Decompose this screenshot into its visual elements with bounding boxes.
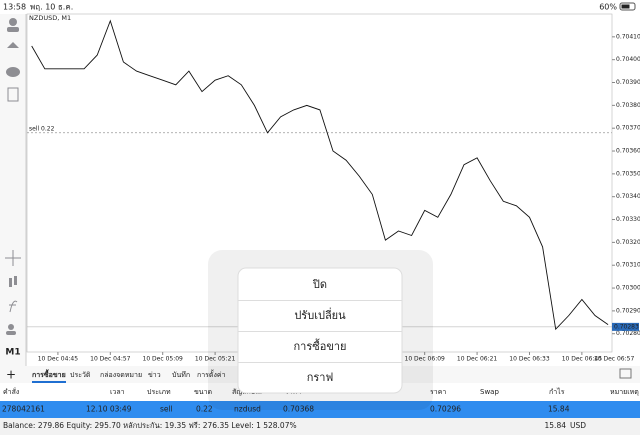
y-tick-label: 0.70290 <box>616 307 640 314</box>
table-cell: nzdusd <box>234 405 261 414</box>
battery-icon <box>619 2 636 11</box>
status-date: พฤ. 10 ธ.ค. <box>30 3 73 12</box>
footer-summary: Balance: 279.86 Equity: 295.70 หลักประกั… <box>3 421 297 430</box>
tab[interactable]: กล่องจดหมาย <box>100 371 142 379</box>
price-line-series <box>31 19 609 331</box>
y-tick-label: 0.70310 <box>616 262 640 269</box>
chat-icon[interactable] <box>6 67 20 77</box>
table-row[interactable] <box>0 401 640 418</box>
tab[interactable]: การตั้งค่า <box>197 368 226 379</box>
tab[interactable]: บันทึก <box>172 370 190 379</box>
price-tag <box>612 322 639 331</box>
table-cell: 15.84 <box>548 405 570 414</box>
popup-item[interactable]: ปิด <box>312 278 327 291</box>
x-tick-label: 10 Dec 06:21 <box>457 356 498 363</box>
y-tick-label: 0.70320 <box>616 239 640 246</box>
popup-item[interactable]: การซื้อขาย <box>294 338 347 353</box>
tab-underline <box>32 381 66 383</box>
footer <box>0 418 640 435</box>
table-cell: 0.22 <box>196 405 213 414</box>
indicator-icon[interactable] <box>9 300 18 313</box>
footer-currency: USD <box>570 421 586 430</box>
toolbar-icons: M1 <box>5 18 21 358</box>
y-tick-label: 0.70280 <box>616 330 640 337</box>
table-cell: sell <box>160 405 173 414</box>
timeframe-icon[interactable]: M1 <box>5 348 20 358</box>
table: คำสั่งเวลาประเภทขนาดสัญลักษณ์ราคาราคาSwa… <box>0 387 640 418</box>
popup-item[interactable]: กราฟ <box>307 371 334 384</box>
x-tick-label: 10 Dec 05:21 <box>195 356 236 363</box>
new-icon[interactable] <box>7 87 19 102</box>
order-line-label: sell 0.22 <box>29 125 55 132</box>
x-tick-label: 10 Dec 06:33 <box>509 356 550 363</box>
table-cell: 0.70296 <box>430 405 461 414</box>
y-tick-label: 0.70380 <box>616 102 640 109</box>
y-tick-label: 0.70370 <box>616 125 640 132</box>
tab[interactable]: ประวัติ <box>70 371 91 379</box>
chart-title: NZDUSD, M1 <box>29 14 71 22</box>
crosshair-icon[interactable] <box>5 250 21 266</box>
account-icon-body <box>7 27 19 32</box>
column-header: ราคา <box>430 388 446 396</box>
y-tick-label: 0.70390 <box>616 79 640 86</box>
status-time: 13:58 <box>3 3 26 12</box>
popup <box>237 267 403 394</box>
column-header: ประเภท <box>147 388 171 396</box>
column-header: เวลา <box>110 388 125 396</box>
candle-icon <box>14 276 17 285</box>
add-button[interactable]: + <box>6 368 16 382</box>
column-header: คำสั่ง <box>3 387 19 396</box>
objects-icon-body <box>6 331 16 335</box>
account-icon[interactable] <box>9 18 17 26</box>
x-tick-label: 10 Dec 06:45 <box>562 356 603 363</box>
x-tick-label: 10 Dec 06:57 <box>594 356 635 363</box>
candle-icon[interactable] <box>9 278 12 287</box>
column-header: Swap <box>480 388 499 396</box>
trade-icon[interactable] <box>7 42 19 48</box>
y-tick-label: 0.70300 <box>616 285 640 292</box>
objects-icon[interactable] <box>8 324 14 330</box>
y-tick-label: 0.70330 <box>616 216 640 223</box>
x-tick-label: 10 Dec 04:45 <box>38 356 79 363</box>
tab[interactable]: ข่าว <box>148 371 161 379</box>
column-header: หมายเหตุ <box>610 388 639 396</box>
table-cell: 278042161 <box>2 405 45 414</box>
x-tick-label: 10 Dec 04:57 <box>90 356 131 363</box>
column-header: ขนาด <box>194 388 212 396</box>
y-tick-label: 0.70360 <box>616 148 640 155</box>
x-tick-label: 10 Dec 06:09 <box>405 356 446 363</box>
table-cell: 12.10 03:49 <box>86 405 132 414</box>
footer-profit: 15.84 <box>545 421 567 430</box>
y-tick-label: 0.70350 <box>616 170 640 177</box>
status-battery: 60% <box>599 3 617 12</box>
tab[interactable]: การซื้อขาย <box>32 368 66 379</box>
popup-item[interactable]: ปรับเปลี่ยน <box>294 307 346 322</box>
y-tick-label: 0.70340 <box>616 193 640 200</box>
price-tag-label: 0.70283 <box>614 323 639 330</box>
tabs: การซื้อขาย ประวัติ กล่องจดหมาย ข่าว บันทึก กา… <box>32 368 226 383</box>
table-cell: 0.70368 <box>283 405 314 414</box>
battery-level <box>621 4 630 9</box>
layout-button[interactable] <box>619 368 632 379</box>
column-header: กำไร <box>549 387 565 396</box>
x-tick-label: 10 Dec 05:09 <box>143 356 184 363</box>
y-tick-label: 0.70410 <box>616 33 640 40</box>
toolbar <box>0 14 26 366</box>
y-tick-label: 0.70400 <box>616 56 640 63</box>
